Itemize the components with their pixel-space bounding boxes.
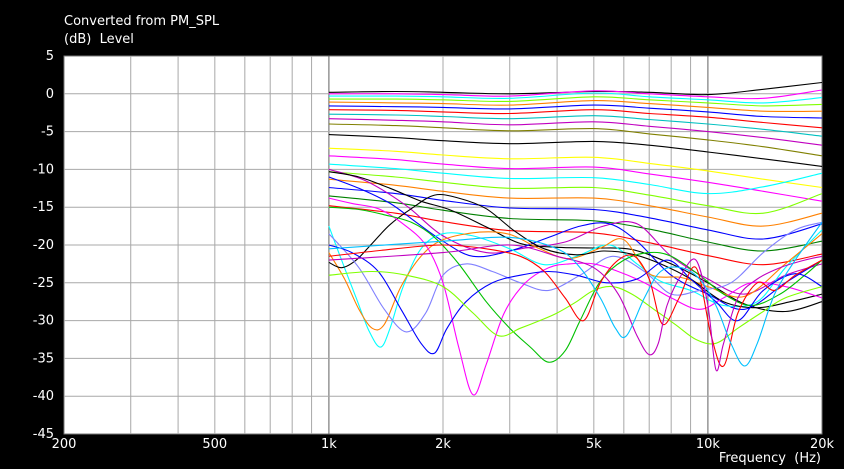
y-tick-label: 0 <box>46 87 54 102</box>
y-axis-label: (dB) Level <box>64 32 134 47</box>
chart-title: Converted from PM_SPL <box>64 14 220 29</box>
series-line <box>328 100 823 113</box>
y-tick-label: -10 <box>33 162 54 177</box>
y-tick-label: -35 <box>33 351 54 366</box>
y-tick-label: -40 <box>33 389 54 404</box>
x-tick-label: 20k <box>810 437 835 452</box>
x-tick-label: 1k <box>321 437 337 452</box>
y-tick-label: 5 <box>46 49 54 64</box>
series-line <box>328 186 823 240</box>
y-tick-label: -5 <box>41 125 54 140</box>
series-line <box>328 171 823 215</box>
series-line <box>328 81 823 96</box>
y-tick-label: -25 <box>33 276 54 291</box>
y-tick-label: -30 <box>33 314 54 329</box>
series-line <box>328 163 823 195</box>
series-line <box>328 109 823 129</box>
x-tick-label: 10k <box>696 437 721 452</box>
series-line <box>328 206 823 363</box>
series-line <box>328 104 823 119</box>
series-line <box>328 171 823 313</box>
series-line <box>328 176 823 310</box>
series-line <box>328 96 823 107</box>
series-line <box>328 89 823 100</box>
x-tick-label: 500 <box>202 437 227 452</box>
series-line <box>328 244 823 372</box>
series-line <box>328 221 823 333</box>
grid-lines <box>64 56 822 434</box>
series-line <box>328 113 823 137</box>
series-line <box>328 195 823 252</box>
x-tick-label: 2k <box>435 437 451 452</box>
series-line <box>328 221 823 367</box>
series-line <box>328 178 823 227</box>
series-line <box>328 244 823 355</box>
x-tick-label: 200 <box>52 437 77 452</box>
series-line <box>328 244 823 367</box>
series-line <box>328 193 823 309</box>
x-axis-label: Frequency (Hz) <box>718 451 821 466</box>
series-line <box>328 118 823 146</box>
series-line <box>328 270 823 345</box>
series-line <box>328 147 823 189</box>
series-line <box>328 134 823 167</box>
series-line <box>328 123 823 157</box>
series-line <box>328 197 823 396</box>
series-line <box>328 92 823 104</box>
series-lines <box>328 81 823 396</box>
series-line <box>328 168 823 295</box>
series-line <box>328 155 823 202</box>
x-tick-label: 5k <box>586 437 602 452</box>
y-tick-label: -15 <box>33 200 54 215</box>
y-tick-label: -20 <box>33 238 54 253</box>
y-tick-label: -45 <box>33 427 54 442</box>
